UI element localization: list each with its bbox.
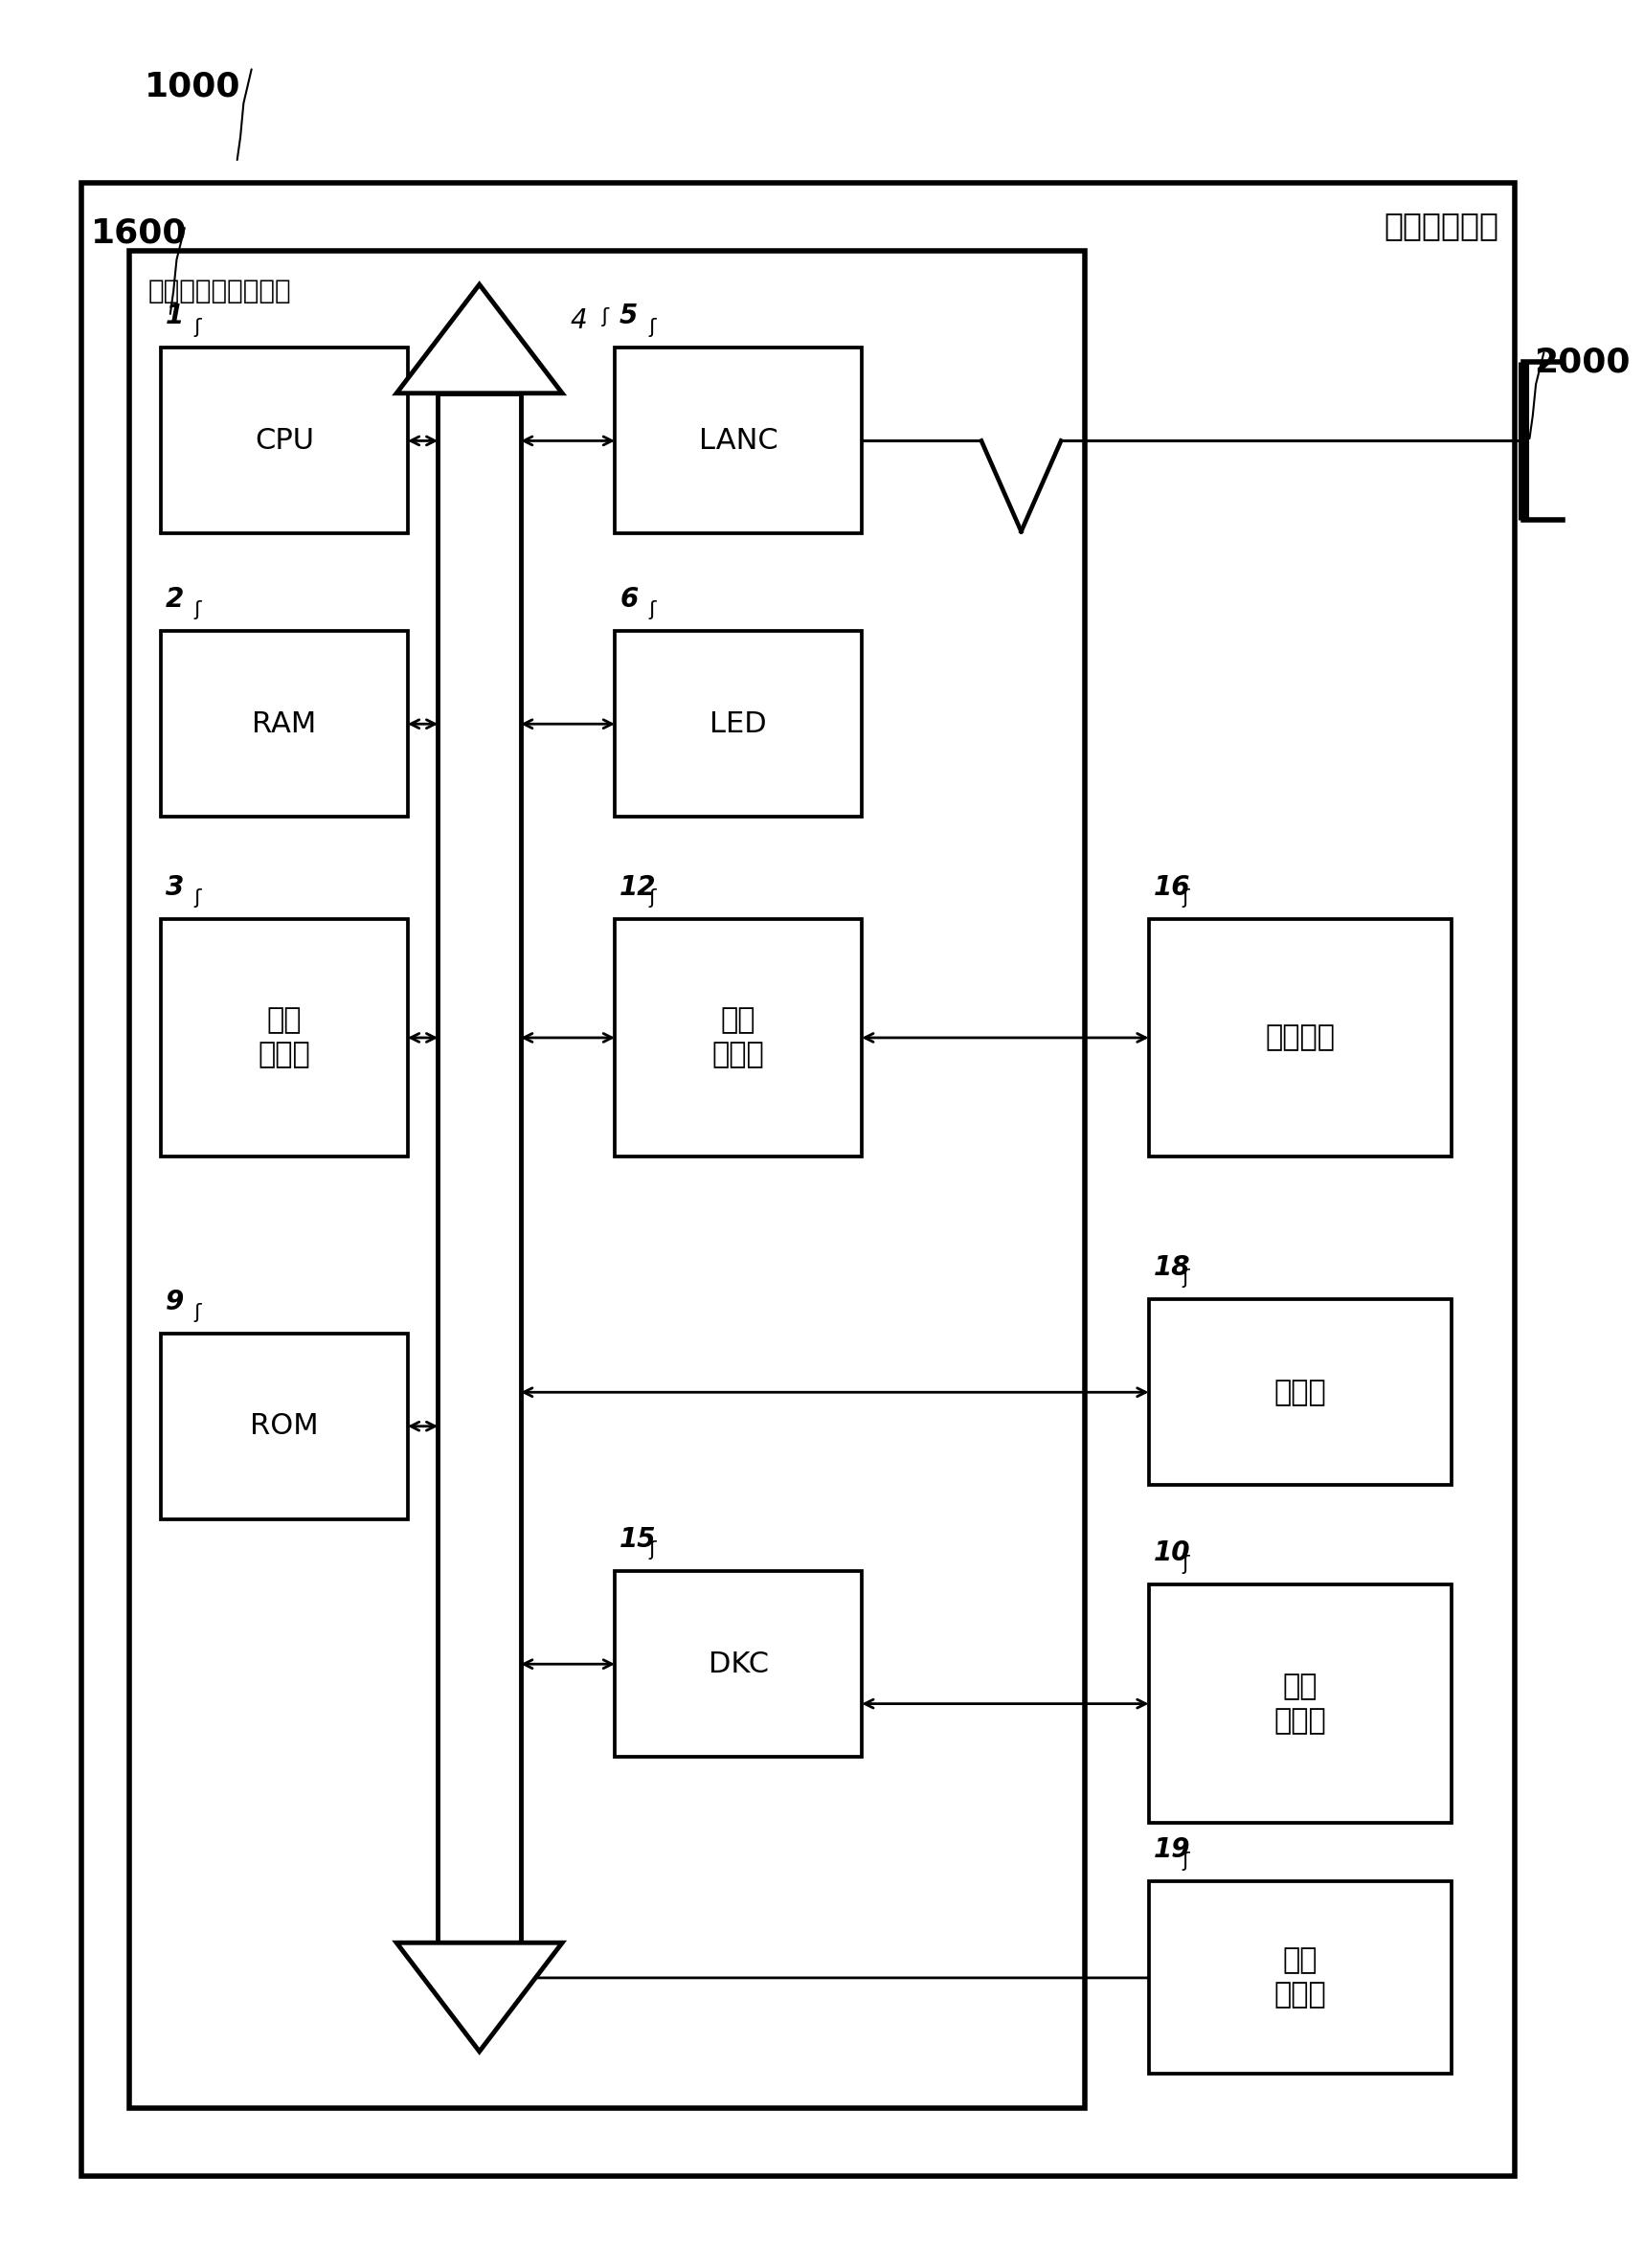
Text: ʃ: ʃ (1182, 889, 1189, 907)
Polygon shape (396, 284, 562, 392)
Bar (161, 631, 408, 816)
Text: 2: 2 (166, 585, 184, 612)
Text: 9: 9 (166, 1288, 184, 1315)
Text: 控制台: 控制台 (1274, 1379, 1327, 1406)
Text: ʃ: ʃ (648, 601, 656, 619)
Text: ROM: ROM (250, 1413, 319, 1440)
Bar (1149, 1882, 1452, 2075)
Text: ʃ: ʃ (648, 318, 656, 336)
Bar (1149, 1585, 1452, 1823)
Bar (615, 919, 861, 1157)
Text: 15: 15 (620, 1526, 656, 1554)
Polygon shape (396, 1944, 562, 2053)
Text: 6: 6 (620, 585, 638, 612)
Text: 10: 10 (1154, 1540, 1190, 1567)
Text: ʃ: ʃ (1182, 1554, 1189, 1574)
Text: ʃ: ʃ (194, 889, 201, 907)
Bar (161, 919, 408, 1157)
Text: ʃ: ʃ (194, 1302, 201, 1322)
Text: ʃ: ʃ (597, 306, 608, 327)
Text: 2000: 2000 (1534, 345, 1631, 379)
Text: 闪速
存储器: 闪速 存储器 (258, 1007, 311, 1068)
Text: 外部
存储器: 外部 存储器 (1274, 1674, 1327, 1735)
Bar (128, 249, 1085, 2107)
Bar (615, 631, 861, 816)
Bar (81, 181, 1516, 2175)
Text: CPU: CPU (255, 426, 314, 454)
Text: ʃ: ʃ (648, 1540, 656, 1560)
Bar (615, 347, 861, 533)
Text: 5: 5 (620, 304, 638, 329)
Text: ʃ: ʃ (1182, 1268, 1189, 1288)
Text: ʃ: ʃ (194, 318, 201, 336)
Bar (615, 1572, 861, 1758)
Text: ʃ: ʃ (648, 889, 656, 907)
Text: 1: 1 (166, 304, 184, 329)
Text: 4: 4 (570, 306, 587, 333)
Text: 3: 3 (166, 873, 184, 900)
Text: LANC: LANC (699, 426, 778, 454)
Text: 1000: 1000 (145, 70, 242, 104)
Text: 光栅
控制器: 光栅 控制器 (712, 1007, 764, 1068)
Text: 图像
读取器: 图像 读取器 (1274, 1946, 1327, 2009)
Text: ʃ: ʃ (1182, 1851, 1189, 1871)
Bar (1149, 1300, 1452, 1486)
Bar (161, 347, 408, 533)
Text: 1600: 1600 (90, 215, 187, 249)
Text: ʃ: ʃ (194, 601, 201, 619)
Text: RAM: RAM (252, 710, 316, 737)
Bar (161, 1334, 408, 1520)
Text: 19: 19 (1154, 1837, 1190, 1864)
Text: 标记引擎: 标记引擎 (1266, 1023, 1335, 1052)
Text: LED: LED (710, 710, 766, 737)
Text: DKC: DKC (709, 1651, 768, 1678)
Bar (437, 392, 521, 1944)
Text: 图像处理装置控制器: 图像处理装置控制器 (148, 277, 291, 304)
Text: 图像处理装置: 图像处理装置 (1384, 209, 1499, 240)
Text: 18: 18 (1154, 1254, 1190, 1281)
Text: 16: 16 (1154, 873, 1190, 900)
Bar (1149, 919, 1452, 1157)
Text: 12: 12 (620, 873, 656, 900)
